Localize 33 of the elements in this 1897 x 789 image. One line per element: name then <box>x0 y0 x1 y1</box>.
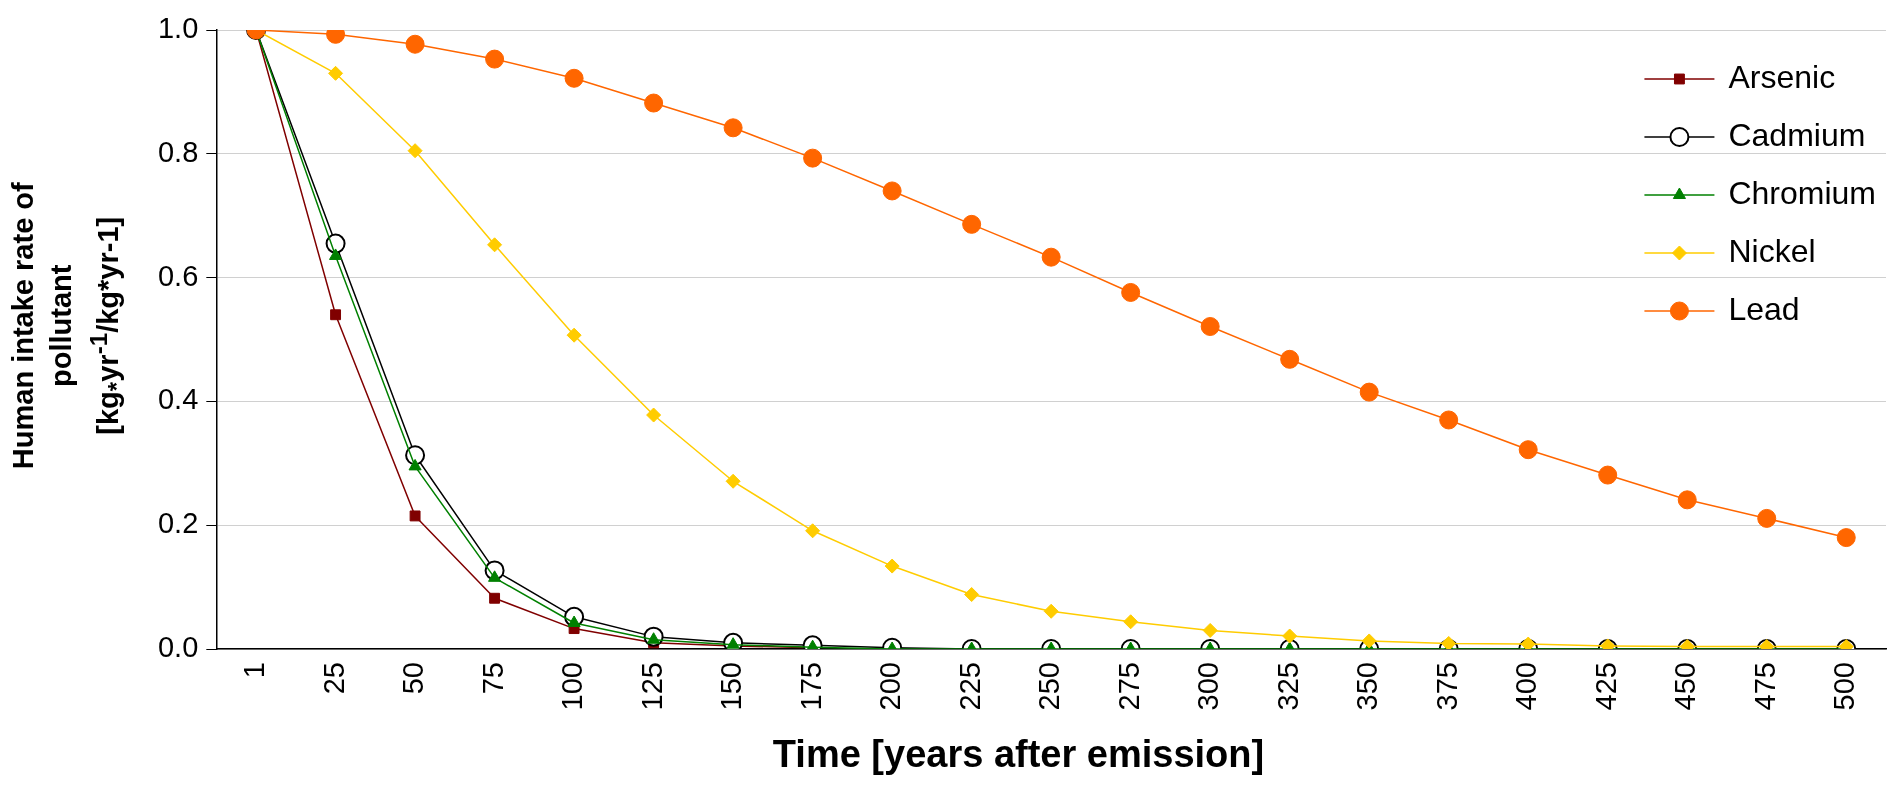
legend-label: Arsenic <box>1728 58 1836 95</box>
x-tick-label: 375 <box>1430 662 1463 711</box>
legend-label: Cadmium <box>1728 116 1866 153</box>
x-axis-title: Time [years after emission] <box>772 732 1265 775</box>
x-tick-label: 400 <box>1510 662 1543 711</box>
x-tick-label: 100 <box>556 662 589 711</box>
x-tick-label: 425 <box>1589 662 1622 711</box>
x-tick-label: 1 <box>238 662 271 679</box>
x-tick-label: 125 <box>635 662 668 711</box>
x-tick-label: 300 <box>1192 662 1225 711</box>
x-tick-label: 25 <box>317 662 350 695</box>
x-tick-label: 350 <box>1351 662 1384 711</box>
legend-label: Chromium <box>1728 174 1876 211</box>
x-tick-label: 475 <box>1748 662 1781 711</box>
x-tick-label: 50 <box>397 662 430 695</box>
x-tick-label: 325 <box>1271 662 1304 711</box>
x-tick-label: 225 <box>953 662 986 711</box>
y-tick-label: 0.0 <box>157 631 199 664</box>
x-tick-label: 450 <box>1669 662 1702 711</box>
legend-label: Nickel <box>1728 232 1816 269</box>
y-tick-label: 0.6 <box>157 259 199 292</box>
x-tick-label: 250 <box>1033 662 1066 711</box>
x-tick-label: 275 <box>1112 662 1145 711</box>
x-tick-label: 150 <box>715 662 748 711</box>
y-tick-label: 0.2 <box>157 507 199 540</box>
y-tick-label: 1.0 <box>157 12 199 44</box>
y-tick-label: 0.8 <box>157 135 199 168</box>
legend-label: Lead <box>1728 290 1800 327</box>
x-tick-label: 200 <box>874 662 907 711</box>
x-tick-label: 500 <box>1828 662 1861 711</box>
x-tick-label: 175 <box>794 662 827 711</box>
x-tick-label: 75 <box>476 662 509 695</box>
y-tick-label: 0.4 <box>157 383 199 416</box>
